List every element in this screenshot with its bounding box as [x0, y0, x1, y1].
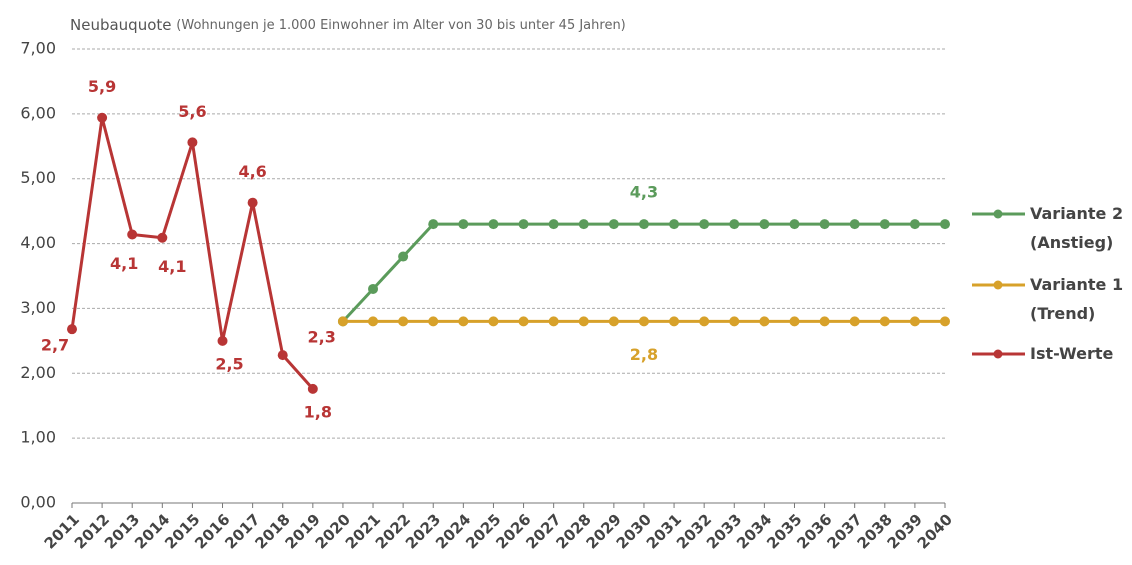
data-label: 2,5 — [215, 354, 243, 373]
data-point — [368, 283, 379, 294]
data-point — [879, 219, 890, 230]
data-point — [398, 251, 409, 262]
data-label: 2,8 — [630, 345, 658, 364]
data-point — [789, 219, 800, 230]
data-point — [428, 219, 439, 230]
data-label: 4,6 — [238, 162, 266, 181]
series-line — [70, 117, 314, 390]
legend-label: Variante 2 (Anstieg) — [1030, 204, 1124, 252]
y-tick-label: 1,00 — [20, 428, 56, 447]
data-point — [217, 335, 228, 346]
data-point — [819, 219, 830, 230]
data-point — [909, 316, 920, 327]
x-tick-label: 2040 — [914, 510, 956, 552]
data-point — [940, 316, 950, 327]
data-point — [940, 219, 950, 230]
data-point — [729, 219, 740, 230]
legend-marker — [993, 280, 1003, 290]
legend-label: Variante 1 (Trend) — [1030, 275, 1124, 323]
data-point — [97, 112, 108, 123]
data-point — [699, 316, 710, 327]
data-point — [759, 316, 770, 327]
data-label: 5,9 — [88, 77, 116, 96]
y-tick-label: 6,00 — [20, 103, 56, 122]
data-label: 4,1 — [158, 257, 186, 276]
data-label: 4,3 — [630, 183, 658, 202]
data-point — [699, 219, 710, 230]
data-label: 2,3 — [308, 328, 336, 347]
data-point — [398, 316, 409, 327]
data-point — [608, 316, 619, 327]
data-point — [849, 316, 860, 327]
data-label: 1,8 — [304, 402, 332, 421]
data-point — [638, 316, 649, 327]
data-point — [187, 137, 198, 148]
data-point — [638, 219, 649, 230]
data-point — [488, 316, 499, 327]
data-point — [157, 232, 168, 243]
data-point — [669, 316, 680, 327]
data-point — [608, 219, 619, 230]
data-point — [277, 350, 288, 361]
data-point — [789, 316, 800, 327]
data-point — [759, 219, 770, 230]
chart-title: Neubauquote (Wohnungen je 1.000 Einwohne… — [70, 16, 626, 34]
legend-label: Ist-Werte — [1030, 344, 1114, 363]
subtitle: (Wohnungen je 1.000 Einwohner im Alter v… — [176, 18, 625, 33]
data-point — [458, 219, 469, 230]
data-point — [67, 324, 77, 335]
data-point — [669, 219, 680, 230]
data-point — [368, 316, 379, 327]
y-tick-label: 0,00 — [20, 493, 56, 512]
y-tick-label: 4,00 — [20, 233, 56, 252]
data-point — [127, 229, 138, 240]
data-point — [247, 197, 258, 208]
data-point — [578, 219, 589, 230]
legend-marker — [993, 349, 1003, 359]
data-point — [729, 316, 740, 327]
data-label: 5,6 — [178, 102, 206, 121]
data-point — [578, 316, 589, 327]
data-point — [849, 219, 860, 230]
data-point — [518, 316, 529, 327]
data-point — [337, 316, 348, 327]
data-point — [488, 219, 499, 230]
y-tick-label: 7,00 — [20, 39, 56, 58]
data-point — [548, 219, 559, 230]
data-point — [819, 316, 830, 327]
data-label: 2,7 — [41, 336, 69, 355]
legend-marker — [993, 209, 1003, 219]
data-point — [307, 383, 318, 394]
data-label: 4,1 — [110, 254, 138, 273]
title: Neubauquote — [70, 16, 172, 34]
y-tick-label: 3,00 — [20, 298, 56, 317]
data-point — [518, 219, 529, 230]
data-point — [548, 316, 559, 327]
y-tick-label: 5,00 — [20, 168, 56, 187]
data-point — [458, 316, 469, 327]
series-line — [341, 222, 945, 323]
data-point — [879, 316, 890, 327]
data-point — [909, 219, 920, 230]
y-tick-label: 2,00 — [20, 363, 56, 382]
data-point — [428, 316, 439, 327]
